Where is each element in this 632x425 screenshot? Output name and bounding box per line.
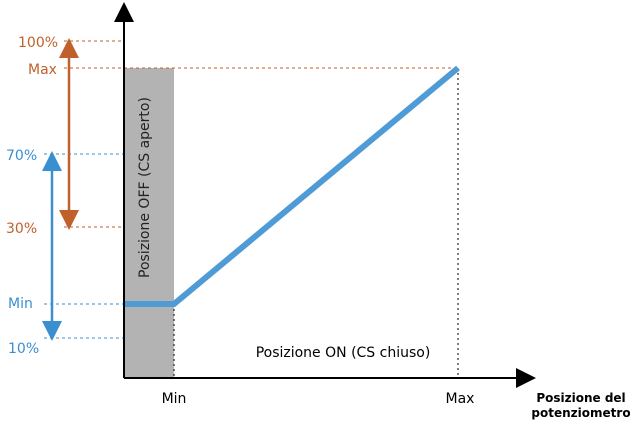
- x-axis-title-line2: potenziometro: [531, 406, 630, 420]
- label-30-percent: 30%: [6, 221, 37, 237]
- off-position-band: [124, 68, 174, 378]
- output-response-line: [124, 65, 460, 307]
- label-70-percent: 70%: [6, 148, 37, 164]
- label-x-max: Max: [446, 391, 475, 407]
- label-min-output: Min: [8, 296, 33, 312]
- label-x-min: Min: [162, 391, 187, 407]
- label-on-region: Posizione ON (CS chiuso): [256, 345, 431, 361]
- x-axis-title-line1: Posizione del: [536, 391, 625, 405]
- label-100-percent: 100%: [18, 35, 58, 51]
- label-10-percent: 10%: [8, 341, 39, 357]
- label-max-output: Max: [28, 62, 57, 78]
- label-off-region: Posizione OFF (CS aperto): [137, 97, 153, 278]
